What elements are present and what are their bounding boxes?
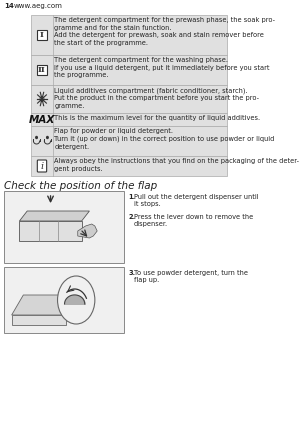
Text: 14: 14: [4, 3, 14, 9]
Bar: [31, 113, 227, 126]
Bar: [31, 15, 227, 55]
Bar: [31, 55, 227, 85]
Text: Always obey the instructions that you find on the packaging of the deter-
gent p: Always obey the instructions that you fi…: [54, 158, 299, 172]
Text: Flap for powder or liquid detergent.
Turn it (up or down) in the correct positio: Flap for powder or liquid detergent. Tur…: [54, 128, 275, 150]
Text: I: I: [40, 31, 44, 39]
Polygon shape: [12, 315, 66, 325]
Bar: [31, 85, 227, 113]
Text: Press the lever down to remove the
dispenser.: Press the lever down to remove the dispe…: [134, 214, 253, 227]
Polygon shape: [78, 224, 97, 238]
Bar: [4, 267, 124, 333]
Text: i: i: [40, 162, 43, 170]
Polygon shape: [20, 221, 82, 241]
Text: The detergent compartment for the prewash phase, the soak pro-
gramme and for th: The detergent compartment for the prewas…: [54, 17, 275, 45]
Circle shape: [40, 96, 44, 102]
Text: II: II: [38, 66, 46, 74]
Text: www.aeg.com: www.aeg.com: [14, 3, 63, 9]
Text: To use powder detergent, turn the
flap up.: To use powder detergent, turn the flap u…: [134, 270, 248, 283]
Bar: [37, 30, 47, 40]
Text: 3.: 3.: [128, 270, 135, 276]
Text: Check the position of the flap: Check the position of the flap: [4, 181, 157, 191]
FancyBboxPatch shape: [37, 160, 47, 172]
Polygon shape: [12, 295, 78, 315]
Circle shape: [36, 136, 37, 139]
Circle shape: [58, 276, 95, 324]
Text: Pull out the detergent dispenser until
it stops.: Pull out the detergent dispenser until i…: [134, 194, 258, 207]
Bar: [4, 191, 124, 263]
Text: This is the maximum level for the quantity of liquid additives.: This is the maximum level for the quanti…: [54, 115, 260, 121]
Bar: [31, 126, 227, 156]
Text: 2.: 2.: [128, 214, 135, 220]
Circle shape: [47, 136, 48, 139]
Text: The detergent compartment for the washing phase.
If you use a liquid detergent, : The detergent compartment for the washin…: [54, 57, 270, 78]
Bar: [31, 156, 227, 176]
Text: Liquid additives compartment (fabric conditioner, starch).
Put the product in th: Liquid additives compartment (fabric con…: [54, 87, 260, 108]
Text: 1.: 1.: [128, 194, 135, 200]
Polygon shape: [20, 211, 89, 221]
Text: MAX: MAX: [29, 114, 55, 125]
Bar: [37, 65, 47, 75]
